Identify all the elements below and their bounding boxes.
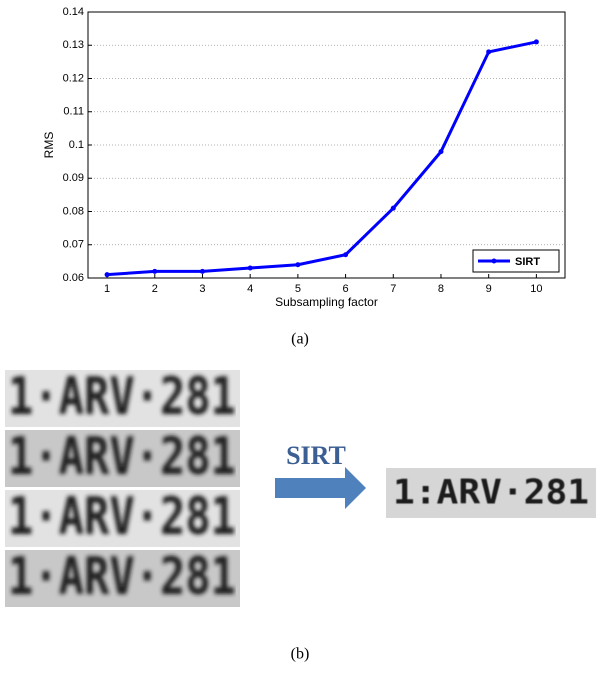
x-tick-label: 6 <box>343 283 349 295</box>
low-res-plate: 1·ARV·281 <box>8 367 236 427</box>
line <box>106 40 537 277</box>
plate-bg <box>5 490 240 547</box>
reconstructed-plate-bg <box>386 468 596 518</box>
caption-a: (a) <box>291 331 309 348</box>
arrow-label: SIRT <box>286 441 346 470</box>
legend-marker <box>491 258 497 264</box>
legend-box <box>472 249 560 273</box>
x-tick-label: 9 <box>486 283 492 295</box>
low-res-plate: 1·ARV·281 <box>8 547 236 607</box>
low-res-plate: 1·ARV·281 <box>8 487 236 547</box>
marker <box>247 265 253 271</box>
plate-bg <box>5 430 240 487</box>
marker <box>438 149 444 155</box>
marker <box>152 268 158 274</box>
reconstructed-plate: 1:ARV·281 <box>393 473 589 513</box>
marker <box>104 272 110 278</box>
y-tick-label: 0.08 <box>63 205 84 217</box>
y-tick-label: 0.1 <box>69 139 84 151</box>
y-axis-label: RMS <box>42 132 56 159</box>
legend-label: SIRT <box>515 256 540 268</box>
y-tick-label: 0.06 <box>63 272 84 284</box>
marker <box>343 252 349 258</box>
y-tick-label: 0.14 <box>63 6 84 18</box>
x-axis-label: Subsampling factor <box>275 295 378 309</box>
marker <box>199 268 205 274</box>
x-tick-label: 4 <box>247 283 253 295</box>
marker <box>486 49 492 55</box>
y-tick-label: 0.11 <box>63 106 84 118</box>
marker <box>390 205 396 211</box>
arrow <box>275 467 366 509</box>
y-tick-label: 0.07 <box>63 239 84 251</box>
x-tick-label: 1 <box>104 283 110 295</box>
plot-frame <box>87 11 566 279</box>
x-tick-label: 7 <box>390 283 396 295</box>
x-tick-label: 3 <box>199 283 205 295</box>
y-tick-label: 0.12 <box>63 72 84 84</box>
plate-bg <box>5 550 240 607</box>
marker <box>295 262 301 268</box>
y-tick-label: 0.09 <box>63 172 84 184</box>
x-tick-label: 5 <box>295 283 301 295</box>
x-tick-label: 10 <box>530 283 542 295</box>
low-res-plate: 1·ARV·281 <box>8 427 236 487</box>
caption-b: (b) <box>291 646 310 663</box>
x-tick-label: 8 <box>438 283 444 295</box>
x-tick-label: 2 <box>152 283 158 295</box>
plate-bg <box>5 370 240 427</box>
y-tick-label: 0.13 <box>63 39 84 51</box>
marker <box>533 39 539 45</box>
